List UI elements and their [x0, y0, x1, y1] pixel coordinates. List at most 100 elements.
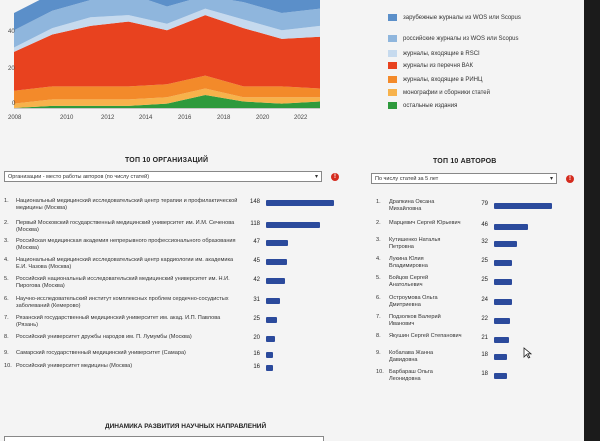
info-icon[interactable]: !	[331, 173, 339, 181]
author-name-link[interactable]: Драпкина Оксана Михайловна	[389, 199, 435, 212]
org-name-link[interactable]: Российская медицинская академия непрерыв…	[16, 238, 236, 251]
author-count: 46	[481, 222, 488, 228]
legend-item[interactable]: зарубежные журналы из WOS или Scopus	[388, 14, 521, 21]
org-count: 47	[253, 239, 260, 245]
author-rank: 4.	[376, 256, 381, 262]
author-count: 25	[481, 258, 488, 264]
author-rank: 3.	[376, 237, 381, 243]
org-count-bar	[266, 352, 273, 358]
legend-label: российские журналы из WOS или Scopus	[403, 35, 519, 42]
publications-area-chart	[14, 0, 320, 109]
author-count: 22	[481, 316, 488, 322]
author-count: 18	[481, 352, 488, 358]
author-rank: 2.	[376, 220, 381, 226]
legend-swatch	[388, 14, 397, 21]
legend-item[interactable]: журналы, входящие в РИНЦ	[388, 76, 482, 83]
author-rank: 5.	[376, 275, 381, 281]
legend-label: остальные издания	[403, 102, 458, 109]
area-series-vak	[14, 15, 320, 91]
author-count-bar	[494, 203, 552, 209]
author-name-link[interactable]: Барбараш Ольга Леонидовна	[389, 369, 433, 382]
author-count-bar	[494, 299, 512, 305]
author-count-bar	[494, 279, 512, 285]
org-name-link[interactable]: Российский национальный исследовательски…	[16, 276, 230, 289]
legend-swatch	[388, 76, 397, 83]
author-rank: 8.	[376, 333, 381, 339]
legend-label: зарубежные журналы из WOS или Scopus	[403, 14, 521, 21]
orgs-select-value: Организации - место работы авторов (по ч…	[8, 174, 150, 180]
org-name-link[interactable]: Российский университет медицины (Москва)	[16, 363, 133, 369]
author-name-link[interactable]: Остроумова Ольга Дмитриевна	[389, 295, 438, 308]
orgs-sort-select[interactable]: Организации - место работы авторов (по ч…	[4, 171, 322, 182]
author-rank: 9.	[376, 350, 381, 356]
legend-item[interactable]: журналы из перечня ВАК	[388, 62, 473, 69]
legend-item[interactable]: журналы, входящие в RSCI	[388, 50, 480, 57]
legend-item[interactable]: российские журналы из WOS или Scopus	[388, 35, 519, 42]
author-count: 32	[481, 239, 488, 245]
org-name-link[interactable]: Научно-исследовательский институт компле…	[16, 296, 229, 309]
author-name-link[interactable]: Якушин Сергей Степанович	[389, 333, 462, 339]
y-tick-20: 20	[8, 66, 15, 72]
legend-label: монографии и сборники статей	[403, 89, 490, 96]
org-count: 16	[253, 364, 260, 370]
legend-swatch	[388, 35, 397, 42]
x-tick: 2010	[60, 115, 74, 121]
y-tick-40: 40	[8, 29, 15, 35]
org-rank: 1.	[4, 198, 9, 204]
org-count-bar	[266, 298, 280, 304]
legend-label: журналы, входящие в РИНЦ	[403, 76, 483, 83]
orgs-title: ТОП 10 ОРГАНИЗАЦИЙ	[125, 157, 209, 164]
author-count: 24	[481, 297, 488, 303]
org-rank: 8.	[4, 334, 9, 340]
org-count-bar	[266, 365, 273, 371]
author-name-link[interactable]: Лукина Юлия Владимировна	[389, 256, 428, 269]
x-tick: 2016	[178, 115, 192, 121]
author-rank: 7.	[376, 314, 381, 320]
author-rank: 10.	[376, 369, 384, 375]
area-series-foreign_wos	[14, 0, 320, 31]
author-count-bar	[494, 373, 507, 379]
authors-sort-select[interactable]: По числу статей за 5 лет ▾	[371, 173, 557, 184]
legend-label: журналы, входящие в RSCI	[403, 50, 480, 57]
dynamics-title: ДИНАМИКА РАЗВИТИЯ НАУЧНЫХ НАПРАВЛЕНИЙ	[105, 423, 267, 430]
dynamics-select[interactable]	[4, 436, 324, 441]
author-rank: 6.	[376, 295, 381, 301]
chevron-down-icon: ▾	[314, 174, 318, 180]
author-name-link[interactable]: Марцевич Сергей Юрьевич	[389, 220, 461, 226]
org-name-link[interactable]: Российский университет дружбы народов им…	[16, 334, 192, 340]
author-name-link[interactable]: Кутишенко Наталья Петровна	[389, 237, 441, 250]
org-rank: 6.	[4, 296, 9, 302]
author-name-link[interactable]: Подзолков Валерий Иванович	[389, 314, 441, 327]
legend-label: журналы из перечня ВАК	[403, 62, 473, 69]
authors-select-value: По числу статей за 5 лет	[375, 176, 439, 182]
org-count-bar	[266, 317, 277, 323]
author-count: 25	[481, 277, 488, 283]
org-count-bar	[266, 336, 275, 342]
legend-swatch	[388, 62, 397, 69]
org-count: 16	[253, 351, 260, 357]
org-name-link[interactable]: Первый Московский государственный медици…	[16, 220, 235, 233]
author-name-link[interactable]: Кобалава Жанна Давидовна	[389, 350, 434, 363]
author-count-bar	[494, 260, 512, 266]
org-count: 45	[253, 258, 260, 264]
org-name-link[interactable]: Рязанский государственный медицинский ун…	[16, 315, 221, 328]
org-name-link[interactable]: Национальный медицинский исследовательск…	[16, 257, 234, 270]
screen: 40 20 0 2008 2010 2012 2014 2016 2018 20…	[0, 0, 584, 441]
org-name-link[interactable]: Национальный медицинский исследовательск…	[16, 198, 238, 211]
info-icon[interactable]: !	[566, 175, 574, 183]
area-series-other	[14, 95, 320, 108]
author-count: 18	[481, 371, 488, 377]
author-count-bar	[494, 224, 528, 230]
legend-item[interactable]: остальные издания	[388, 102, 457, 109]
org-name-link[interactable]: Самарский государственный медицинский ун…	[16, 350, 186, 356]
org-rank: 3.	[4, 238, 9, 244]
legend-item[interactable]: монографии и сборники статей	[388, 89, 490, 96]
author-name-link[interactable]: Бойцов Сергей Анатольевич	[389, 275, 429, 288]
legend-swatch	[388, 50, 397, 57]
org-count: 25	[253, 316, 260, 322]
org-rank: 5.	[4, 276, 9, 282]
org-rank: 9.	[4, 350, 9, 356]
author-count-bar	[494, 337, 509, 343]
org-count: 42	[253, 277, 260, 283]
author-rank: 1.	[376, 199, 381, 205]
